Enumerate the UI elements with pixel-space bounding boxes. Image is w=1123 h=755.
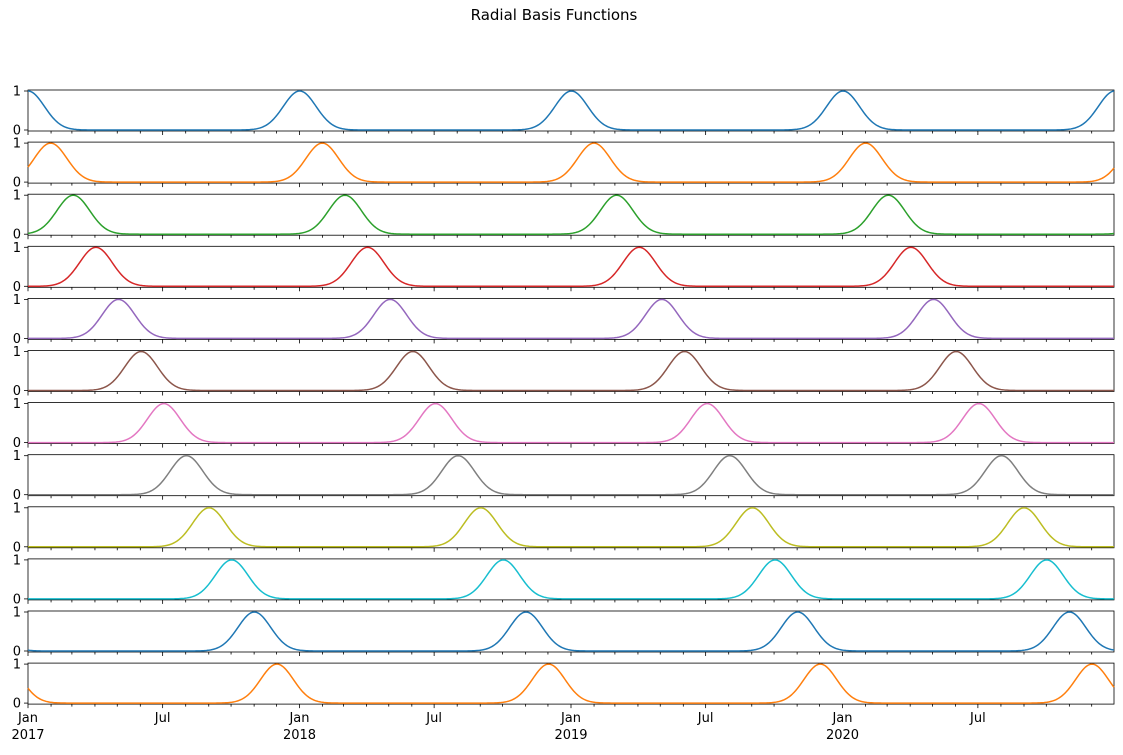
y-tick-label-3-0: 0: [13, 228, 21, 243]
y-tick-label-6-1: 1: [13, 345, 21, 360]
subplot-frame-1: [27, 89, 1115, 132]
y-tick-label-1-0: 0: [13, 124, 21, 139]
y-tick-label-2-1: 1: [13, 137, 21, 152]
x-year-label: 2018: [283, 728, 316, 743]
x-year-label: 2019: [554, 728, 587, 743]
y-tick-label-8-1: 1: [13, 449, 21, 464]
y-tick-label-4-1: 1: [13, 241, 21, 256]
subplot-frame-4: [27, 245, 1115, 288]
y-tick-label-3-1: 1: [13, 189, 21, 204]
y-tick-label-4-0: 0: [13, 280, 21, 295]
x-tick-label: Jul: [697, 711, 714, 726]
y-tick-label-8-0: 0: [13, 488, 21, 503]
subplot-frame-9: [27, 506, 1115, 549]
x-tick-label: Jan: [288, 711, 309, 726]
y-tick-label-7-0: 0: [13, 436, 21, 451]
y-tick-label-9-0: 0: [13, 540, 21, 555]
subplot-frame-2: [27, 141, 1115, 184]
series-line-4: [28, 246, 1115, 288]
x-tick-label: Jan: [831, 711, 852, 726]
y-tick-label-12-1: 1: [13, 658, 21, 673]
x-tick-label: Jul: [154, 711, 171, 726]
subplot-frame-11: [27, 610, 1115, 653]
subplot-frame-5: [27, 297, 1115, 340]
y-tick-label-1-1: 1: [13, 85, 21, 100]
series-line-9: [28, 507, 1114, 548]
y-tick-label-12-0: 0: [13, 697, 21, 712]
x-tick-label: Jan: [17, 711, 38, 726]
subplot-frame-10: [27, 558, 1115, 601]
subplot-frame-8: [27, 454, 1115, 497]
y-tick-label-10-0: 0: [13, 592, 21, 607]
subplot-frame-6: [27, 350, 1115, 392]
subplot-frame-7: [27, 402, 1115, 445]
series-line-2: [27, 142, 1115, 183]
y-tick-label-2-0: 0: [13, 176, 21, 191]
series-line-6: [28, 350, 1114, 392]
y-tick-label-9-1: 1: [13, 501, 21, 516]
y-tick-label-11-1: 1: [13, 606, 21, 621]
series-line-7: [28, 402, 1114, 444]
y-tick-label-10-1: 1: [13, 553, 21, 568]
y-tick-label-7-1: 1: [13, 397, 21, 412]
series-line-3: [27, 194, 1115, 235]
series-line-10: [27, 559, 1114, 600]
y-tick-label-5-1: 1: [13, 293, 21, 308]
series-line-8: [28, 454, 1114, 496]
x-year-label: 2017: [11, 728, 44, 743]
x-tick-label: Jan: [560, 711, 581, 726]
series-line-1: [27, 90, 1115, 131]
x-tick-label: Jul: [425, 711, 442, 726]
subplot-frame-3: [27, 193, 1115, 236]
y-tick-label-5-0: 0: [13, 332, 21, 347]
x-year-label: 2020: [826, 728, 859, 743]
subplot-frame-12: [27, 662, 1115, 705]
series-line-11: [27, 611, 1115, 652]
series-line-5: [28, 298, 1114, 340]
y-tick-label-6-0: 0: [13, 384, 21, 399]
x-tick-label: Jul: [969, 711, 986, 726]
series-line-12: [27, 663, 1115, 704]
chart-title: Radial Basis Functions: [470, 6, 638, 24]
y-tick-label-11-0: 0: [13, 645, 21, 660]
